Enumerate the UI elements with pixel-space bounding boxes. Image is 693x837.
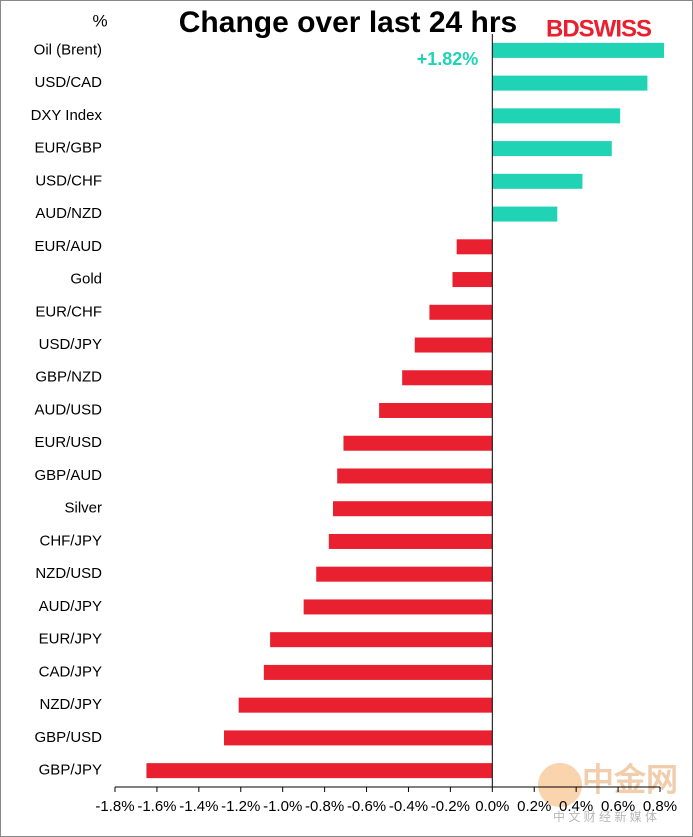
unit-label: % bbox=[92, 11, 107, 30]
bar bbox=[492, 108, 621, 124]
bar bbox=[492, 206, 558, 222]
bar bbox=[492, 75, 648, 91]
bar bbox=[414, 337, 493, 353]
bar bbox=[379, 403, 493, 418]
data-label: +1.82% bbox=[417, 49, 479, 69]
y-tick-label: USD/CHF bbox=[35, 172, 102, 189]
y-tick-label: CHF/JPY bbox=[39, 532, 102, 549]
y-tick-label: NZD/JPY bbox=[39, 696, 102, 713]
y-tick-label: AUD/JPY bbox=[39, 598, 102, 615]
bar bbox=[492, 173, 583, 189]
bar bbox=[343, 435, 493, 451]
y-tick-label: EUR/CHF bbox=[35, 303, 102, 320]
bar bbox=[337, 468, 493, 484]
x-tick-label: -1.8% bbox=[95, 798, 134, 815]
watermark-icon bbox=[538, 763, 582, 807]
bar bbox=[492, 141, 612, 157]
x-tick-label: -0.6% bbox=[347, 798, 386, 815]
bar bbox=[316, 566, 493, 582]
chart-title: Change over last 24 hrs bbox=[179, 6, 517, 39]
y-tick-label: EUR/USD bbox=[34, 434, 102, 451]
bar bbox=[328, 533, 493, 549]
bar bbox=[429, 304, 493, 320]
x-tick-label: 0.6% bbox=[601, 798, 635, 815]
bar bbox=[146, 763, 493, 779]
y-tick-label: Oil (Brent) bbox=[34, 41, 102, 58]
y-tick-label: DXY Index bbox=[31, 107, 103, 124]
y-tick-label: GBP/AUD bbox=[34, 467, 102, 484]
bar bbox=[303, 599, 493, 615]
bar bbox=[270, 632, 493, 648]
x-tick-label: 0.0% bbox=[475, 798, 509, 815]
bar bbox=[333, 501, 493, 517]
y-tick-label: GBP/USD bbox=[34, 729, 102, 746]
y-tick-label: AUD/NZD bbox=[35, 205, 102, 222]
x-tick-label: -1.0% bbox=[263, 798, 302, 815]
bar bbox=[452, 272, 493, 288]
x-tick-label: -1.2% bbox=[221, 798, 260, 815]
y-tick-label: EUR/JPY bbox=[39, 631, 102, 648]
x-tick-label: -0.4% bbox=[389, 798, 428, 815]
bar bbox=[492, 42, 664, 58]
brand-logo: BDSWISS bbox=[546, 15, 652, 42]
y-tick-label: EUR/GBP bbox=[34, 140, 102, 157]
x-tick-label: 0.2% bbox=[517, 798, 551, 815]
x-tick-label: 0.4% bbox=[559, 798, 593, 815]
bar bbox=[238, 697, 493, 713]
y-tick-label: GBP/JPY bbox=[39, 762, 102, 779]
x-tick-label: -0.2% bbox=[431, 798, 470, 815]
bar bbox=[402, 370, 493, 386]
y-tick-label: Silver bbox=[64, 500, 102, 517]
y-tick-label: EUR/AUD bbox=[34, 238, 102, 255]
y-tick-label: CAD/JPY bbox=[39, 663, 102, 680]
bar bbox=[263, 664, 493, 680]
y-tick-label: AUD/USD bbox=[34, 401, 102, 418]
bar bbox=[224, 730, 493, 746]
plot-area bbox=[146, 42, 664, 779]
x-tick-label: -0.8% bbox=[305, 798, 344, 815]
y-tick-label: GBP/NZD bbox=[35, 369, 102, 386]
y-tick-label: USD/CAD bbox=[34, 74, 102, 91]
bar bbox=[456, 239, 493, 255]
y-tick-label: Gold bbox=[70, 271, 102, 288]
y-tick-label: NZD/USD bbox=[35, 565, 102, 582]
x-tick-label: -1.4% bbox=[179, 798, 218, 815]
watermark: 中金网 bbox=[582, 761, 678, 797]
x-tick-label: -1.6% bbox=[137, 798, 176, 815]
y-tick-label: USD/JPY bbox=[39, 336, 102, 353]
x-tick-label: 0.8% bbox=[643, 798, 677, 815]
watermark-sub: 中 文 财 经 新 媒 体 bbox=[553, 809, 657, 824]
